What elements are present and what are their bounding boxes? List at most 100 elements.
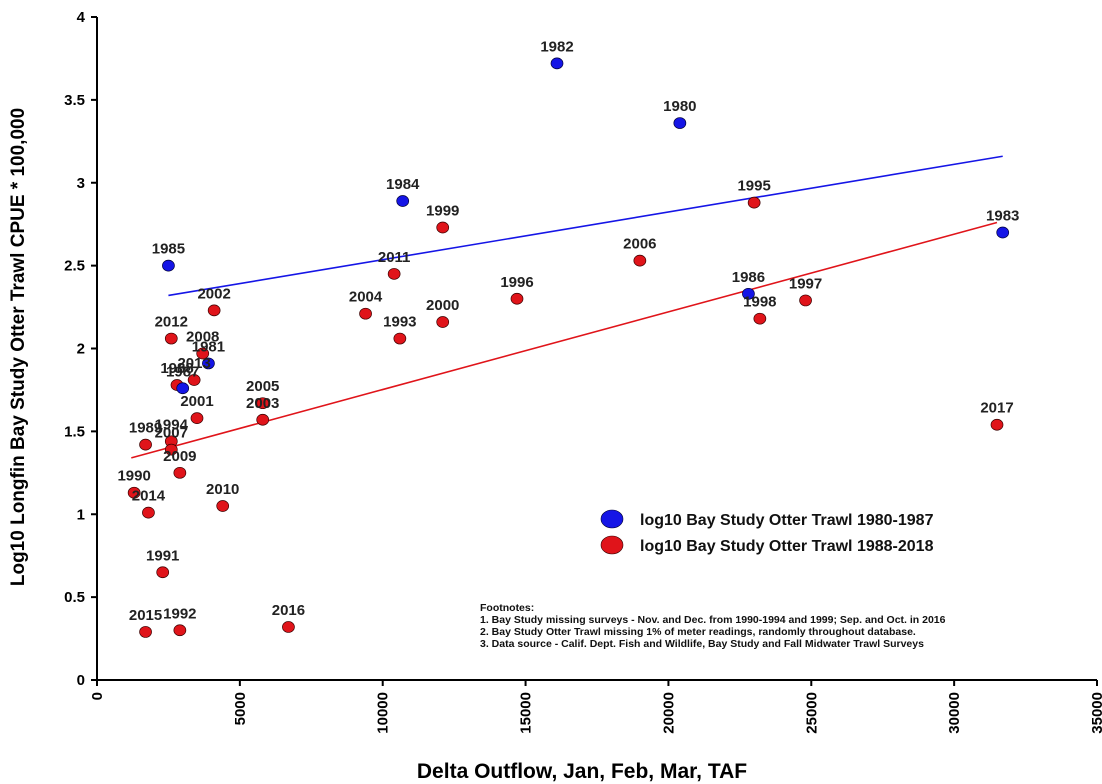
point-label-2005: 2005 — [246, 378, 279, 395]
point-1999 — [436, 221, 450, 234]
x-axis-title: Delta Outflow, Jan, Feb, Mar, TAF — [417, 760, 747, 783]
point-1982 — [550, 57, 564, 70]
point-1987 — [176, 382, 190, 395]
legend-marker-red — [600, 535, 624, 555]
point-label-1985: 1985 — [152, 241, 185, 258]
point-label-2016: 2016 — [272, 602, 305, 619]
point-1983 — [996, 226, 1010, 239]
point-1997 — [799, 294, 812, 307]
point-label-2000: 2000 — [426, 297, 459, 314]
point-label-1987: 1987 — [166, 363, 199, 380]
point-label-1999: 1999 — [426, 203, 459, 220]
y-tick-label: 2.5 — [64, 258, 85, 275]
y-tick-label: 2 — [77, 341, 85, 358]
point-label-1989: 1989 — [129, 420, 162, 437]
y-tick-label: 4 — [77, 9, 86, 26]
point-1993 — [393, 332, 407, 345]
point-label-2007: 2007 — [155, 425, 188, 442]
point-label-1984: 1984 — [386, 176, 420, 193]
legend-marker-blue — [600, 509, 624, 529]
point-2015 — [139, 626, 152, 638]
y-axis-title: Log10 Longfin Bay Study Otter Trawl CPUE… — [8, 108, 29, 586]
point-label-2006: 2006 — [623, 236, 656, 253]
point-label-2015: 2015 — [129, 607, 162, 624]
point-label-1996: 1996 — [500, 274, 533, 291]
footnote-1: 1. Bay Study missing surveys - Nov. and … — [480, 614, 946, 626]
point-2001 — [190, 412, 204, 424]
point-label-1990: 1990 — [117, 468, 150, 485]
point-2008 — [196, 347, 210, 360]
point-2007 — [164, 443, 178, 456]
point-1984 — [396, 195, 410, 207]
point-labels: 1988 1989 1990 1991 1992 1993 1994 1995 1996 1997… — [117, 38, 1019, 624]
point-label-2013: 2013 — [177, 355, 210, 372]
point-label-2008: 2008 — [186, 328, 219, 345]
point-label-2014: 2014 — [132, 488, 166, 505]
x-tick-label: 30000 — [946, 692, 963, 734]
point-label-1993: 1993 — [383, 314, 416, 331]
point-label-1997: 1997 — [789, 275, 822, 292]
point-1980 — [673, 117, 687, 129]
point-label-1994: 1994 — [155, 416, 189, 433]
point-2010 — [216, 500, 230, 512]
point-label-2009: 2009 — [163, 448, 196, 465]
point-label-2004: 2004 — [349, 289, 383, 306]
point-label-2001: 2001 — [180, 393, 213, 410]
x-tick-label: 0 — [89, 692, 106, 700]
trendline-series-1 — [168, 155, 1003, 297]
point-2000 — [436, 316, 450, 328]
point-2009 — [173, 466, 187, 479]
point-label-1982: 1982 — [540, 38, 573, 55]
point-2017 — [990, 418, 1004, 431]
point-label-1980: 1980 — [663, 98, 696, 115]
x-tick-label: 20000 — [660, 692, 677, 734]
point-1995 — [747, 196, 761, 209]
point-1998 — [753, 312, 767, 325]
point-label-1995: 1995 — [737, 178, 770, 195]
trendlines — [131, 155, 1003, 459]
point-label-2002: 2002 — [197, 285, 230, 302]
y-tick-label: 1.5 — [64, 423, 85, 440]
point-label-2012: 2012 — [155, 314, 188, 331]
y-tick-label: 1 — [77, 506, 85, 523]
y-tick-label: 0 — [77, 672, 85, 689]
footnote-2: 2. Bay Study Otter Trawl missing 1% of m… — [480, 626, 916, 638]
point-2005 — [256, 397, 270, 410]
point-1986 — [742, 287, 755, 300]
point-1990 — [127, 486, 141, 499]
y-tick-label: 3.5 — [64, 92, 85, 109]
point-label-1988: 1988 — [160, 360, 193, 377]
point-2016 — [282, 621, 295, 633]
legend: log10 Bay Study Otter Trawl 1980-1987 lo… — [600, 509, 934, 555]
point-label-2003: 2003 — [246, 395, 279, 412]
footnotes-heading: Footnotes: — [480, 602, 534, 614]
y-tick-label: 3 — [77, 175, 85, 192]
point-label-2010: 2010 — [206, 481, 239, 498]
point-2011 — [387, 268, 401, 280]
point-2012 — [164, 332, 178, 345]
x-tick-label: 25000 — [803, 692, 820, 734]
point-2006 — [633, 254, 647, 267]
footnotes: Footnotes: 1. Bay Study missing surveys … — [480, 602, 946, 650]
point-1981 — [202, 357, 215, 370]
legend-label-1988-2018: log10 Bay Study Otter Trawl 1988-2018 — [640, 538, 934, 555]
point-label-1991: 1991 — [146, 547, 179, 564]
point-2003 — [256, 413, 270, 426]
point-2002 — [207, 304, 221, 317]
legend-label-1980-1987: log10 Bay Study Otter Trawl 1980-1987 — [640, 512, 934, 529]
footnote-3: 3. Data source - Calif. Dept. Fish and W… — [480, 638, 924, 650]
y-tick-label: 0.5 — [64, 589, 85, 606]
point-1996 — [510, 292, 524, 305]
point-label-1983: 1983 — [986, 207, 1019, 224]
point-1985 — [162, 259, 175, 272]
point-label-1992: 1992 — [163, 605, 196, 622]
x-tick-label: 15000 — [518, 692, 535, 734]
point-1991 — [156, 566, 170, 579]
point-label-1998: 1998 — [743, 294, 776, 311]
data-points — [127, 57, 1010, 638]
point-1989 — [139, 438, 152, 451]
point-label-1981: 1981 — [192, 338, 225, 355]
x-tick-label: 5000 — [232, 692, 249, 725]
point-label-2011: 2011 — [378, 249, 411, 266]
